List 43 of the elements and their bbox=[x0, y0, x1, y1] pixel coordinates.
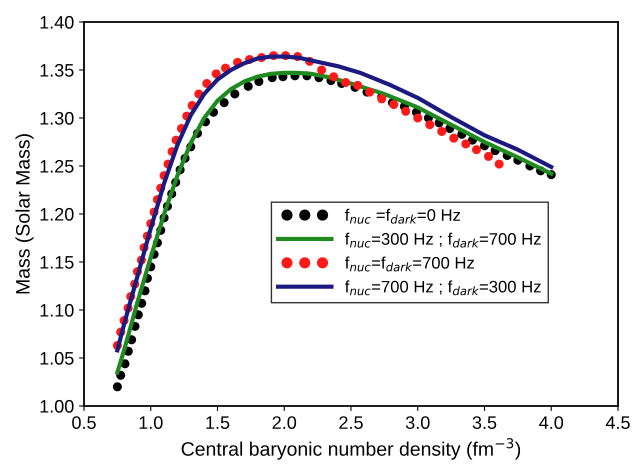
point bbox=[220, 98, 229, 108]
point bbox=[353, 80, 362, 90]
x-tick-label: 3.5 bbox=[472, 416, 496, 429]
y-tick-label: 1.25 bbox=[40, 160, 74, 173]
point bbox=[341, 78, 350, 87]
point bbox=[244, 82, 253, 91]
point bbox=[484, 152, 494, 161]
point bbox=[317, 66, 326, 74]
y-tick-label: 1.00 bbox=[40, 400, 74, 413]
legend-label: f$_{nuc}$=700 Hz ; f$_{dark}$=300 Hz bbox=[344, 280, 541, 296]
point bbox=[365, 88, 374, 97]
y-axis-title: Mass (Solar Mass) bbox=[15, 134, 34, 294]
point bbox=[494, 160, 504, 169]
point bbox=[112, 382, 122, 392]
y-tick-label: 1.30 bbox=[40, 112, 74, 125]
y-tick-label: 1.15 bbox=[40, 256, 74, 269]
point bbox=[212, 69, 221, 78]
x-tick-label: 4.5 bbox=[606, 416, 630, 429]
point bbox=[472, 145, 481, 154]
point bbox=[401, 106, 410, 116]
x-tick-label: 2.5 bbox=[339, 416, 363, 429]
legend-label: f$_{nuc}$=300 Hz ; f$_{dark}$=700 Hz bbox=[344, 232, 541, 248]
point bbox=[425, 120, 434, 130]
y-tick-label: 1.35 bbox=[40, 64, 74, 77]
point bbox=[461, 139, 470, 148]
point bbox=[413, 114, 422, 122]
point bbox=[329, 72, 338, 82]
x-tick-label: 0.5 bbox=[72, 416, 96, 429]
y-tick-label: 1.05 bbox=[40, 352, 74, 365]
legend-label: f$_{nuc}$ =f$_{dark}$=0 Hz bbox=[344, 208, 460, 224]
y-tick-label: 1.20 bbox=[40, 208, 74, 221]
point bbox=[449, 134, 458, 143]
x-tick-label: 4.0 bbox=[539, 416, 564, 429]
point bbox=[230, 90, 240, 98]
point bbox=[437, 126, 446, 136]
x-tick-label: 3.0 bbox=[406, 416, 430, 429]
legend-label: f$_{nuc}$=f$_{dark}$=700 Hz bbox=[344, 256, 474, 272]
x-axis-title: Central baryonic number density (fm$^{−3}$) bbox=[182, 438, 520, 460]
y-tick-label: 1.10 bbox=[40, 304, 74, 317]
x-tick-label: 1.0 bbox=[140, 416, 163, 429]
x-tick-label: 1.5 bbox=[206, 416, 230, 429]
y-tick-label: 1.40 bbox=[40, 16, 74, 29]
x-tick-label: 2.0 bbox=[272, 416, 296, 429]
